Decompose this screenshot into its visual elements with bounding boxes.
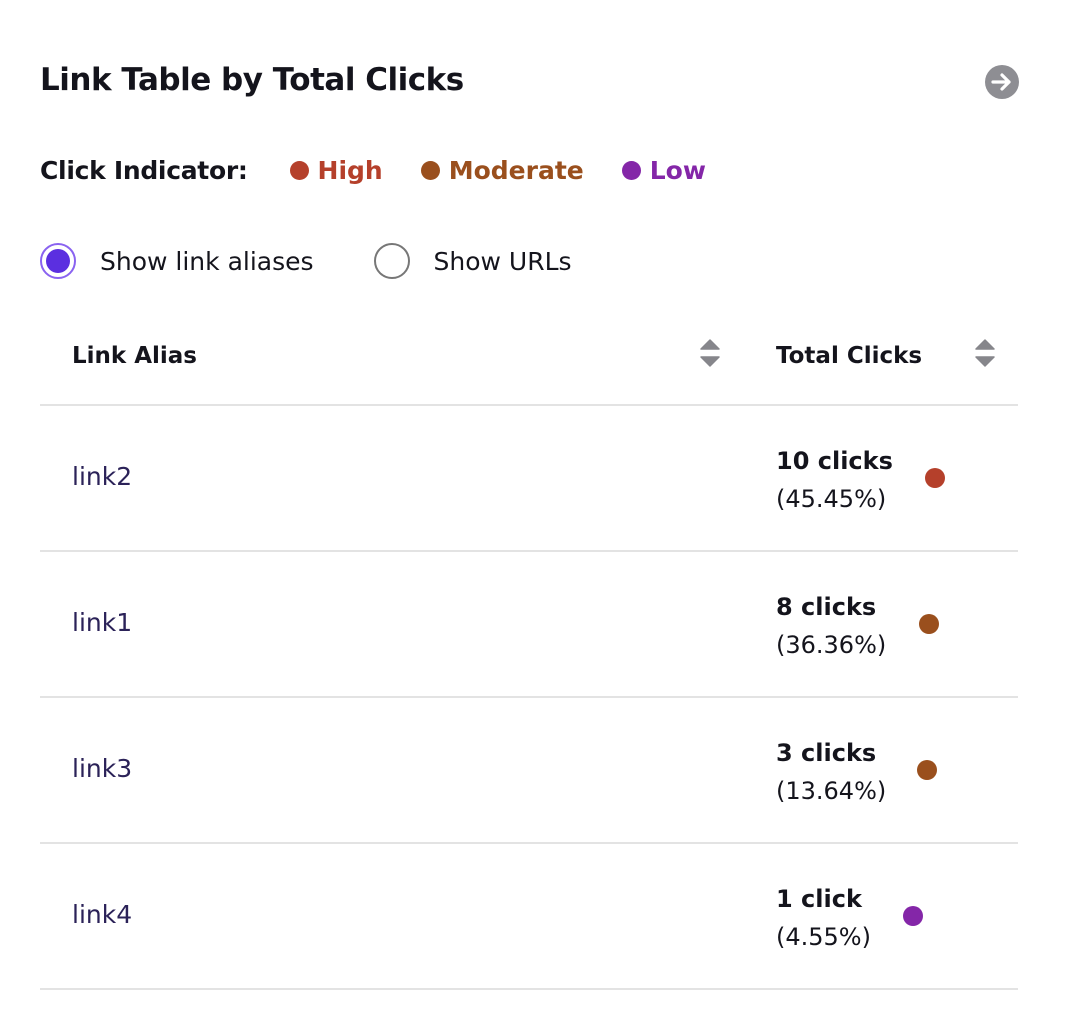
column-header-link-alias[interactable]: Link Alias [72,343,197,369]
link-alias[interactable]: link3 [72,754,133,783]
click-level-dot-icon [903,906,923,926]
legend-item-label: Moderate [448,156,584,185]
click-count: 8 clicks [776,593,877,621]
view-toggle: Show link aliases Show URLs [40,243,632,279]
low-dot-icon [621,161,641,180]
radio-label: Show URLs [433,246,572,276]
link-table: Link Alias Total Clicks link2 10 clicks (… [40,310,1018,990]
high-dot-icon [289,161,309,180]
click-indicator-legend: Click Indicator: High Moderate Low [40,156,744,185]
click-level-dot-icon [925,468,945,488]
legend-item-low: Low [621,156,706,185]
radio-selected-icon[interactable] [40,243,76,279]
click-count: 3 clicks [776,739,877,767]
total-clicks-cell: 8 clicks (36.36%) [776,588,886,664]
table-row: link4 1 click (4.55%) [40,844,1018,990]
total-clicks-cell: 1 click (4.55%) [776,880,871,956]
click-percent: (36.36%) [776,631,887,659]
click-level-dot-icon [917,760,937,780]
click-level-dot-icon [919,614,939,634]
legend-label: Click Indicator: [40,156,248,185]
table-row: link3 3 clicks (13.64%) [40,698,1018,844]
column-header-total-clicks[interactable]: Total Clicks [776,343,923,369]
click-percent: (45.45%) [776,485,887,513]
sort-icon[interactable] [975,338,995,368]
total-clicks-cell: 3 clicks (13.64%) [776,734,886,810]
legend-item-label: Low [649,156,706,185]
legend-item-label: High [317,156,383,185]
moderate-dot-icon [420,161,440,180]
view-more-button[interactable] [985,65,1019,99]
radio-unselected-icon[interactable] [373,243,410,279]
page-title: Link Table by Total Clicks [40,62,464,98]
legend-item-high: High [289,156,383,185]
table-row: link2 10 clicks (45.45%) [40,406,1018,552]
table-header: Link Alias Total Clicks [40,310,1018,406]
link-alias[interactable]: link4 [72,900,133,929]
table-row: link1 8 clicks (36.36%) [40,552,1018,698]
link-alias[interactable]: link2 [72,462,133,491]
radio-show-urls[interactable]: Show URLs [373,243,572,279]
total-clicks-cell: 10 clicks (45.45%) [776,442,893,518]
link-alias[interactable]: link1 [72,608,133,637]
arrow-right-icon [991,73,1011,91]
radio-show-link-aliases[interactable]: Show link aliases [40,243,314,279]
click-count: 10 clicks [776,447,893,475]
click-percent: (13.64%) [776,777,887,805]
sort-icon[interactable] [700,338,720,368]
click-count: 1 click [776,885,862,913]
click-percent: (4.55%) [776,923,871,951]
radio-label: Show link aliases [100,246,314,276]
legend-item-moderate: Moderate [420,156,584,185]
